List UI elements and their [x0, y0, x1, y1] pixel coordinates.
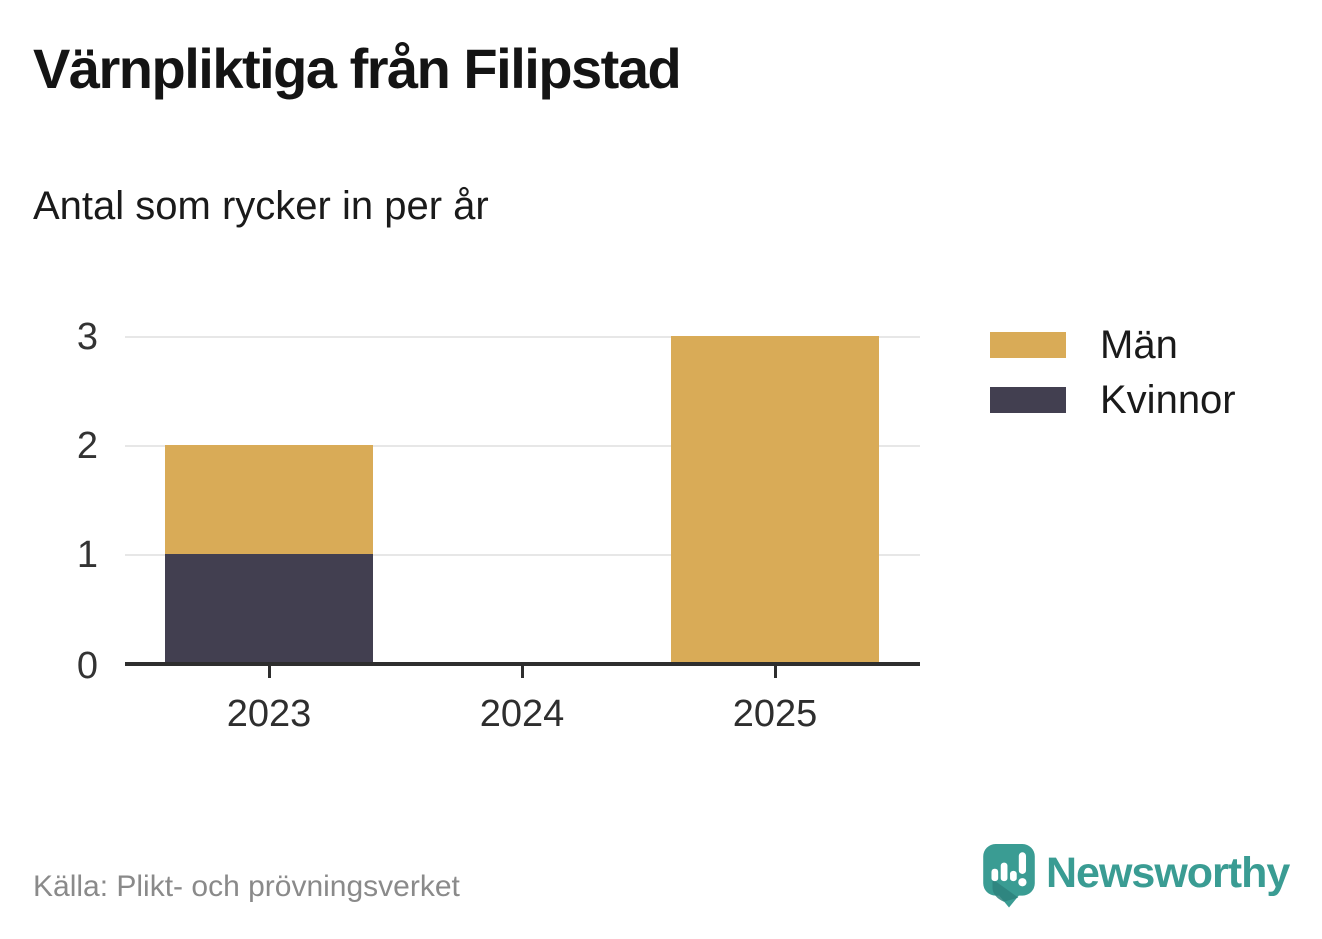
x-axis-label-2024: 2024 — [479, 693, 565, 735]
source-note: Källa: Plikt- och prövningsverket — [33, 870, 460, 903]
bar-2023-Män — [165, 445, 373, 554]
gridline-y3 — [125, 336, 920, 338]
y-axis-label-2: 2 — [76, 425, 98, 467]
legend-label: Män — [1100, 323, 1178, 367]
gridline-y2 — [125, 445, 920, 447]
legend-swatch — [990, 332, 1066, 358]
legend-item-Kvinnor: Kvinnor — [990, 380, 1236, 420]
legend-swatch — [990, 387, 1066, 413]
chart-subtitle: Antal som rycker in per år — [33, 184, 489, 228]
x-tick-2023 — [268, 666, 271, 678]
newsworthy-bubble-icon — [983, 844, 1035, 908]
brand-logo: Newsworthy — [982, 843, 1290, 909]
x-tick-2025 — [774, 666, 777, 678]
x-axis-line — [125, 662, 920, 666]
legend-label: Kvinnor — [1100, 378, 1236, 422]
bar-2023-Kvinnor — [165, 554, 373, 663]
bar-2025-Män — [671, 336, 879, 663]
y-axis-label-3: 3 — [76, 316, 98, 358]
x-axis-label-2025: 2025 — [732, 693, 818, 735]
gridline-y1 — [125, 554, 920, 556]
chart-title: Värnpliktiga från Filipstad — [33, 37, 682, 100]
x-axis-label-2023: 2023 — [226, 693, 312, 735]
brand-name: Newsworthy — [1046, 849, 1290, 897]
y-axis-label-1: 1 — [76, 534, 98, 576]
legend-item-Män: Män — [990, 325, 1178, 365]
x-tick-2024 — [521, 666, 524, 678]
y-axis-label-0: 0 — [76, 645, 98, 687]
